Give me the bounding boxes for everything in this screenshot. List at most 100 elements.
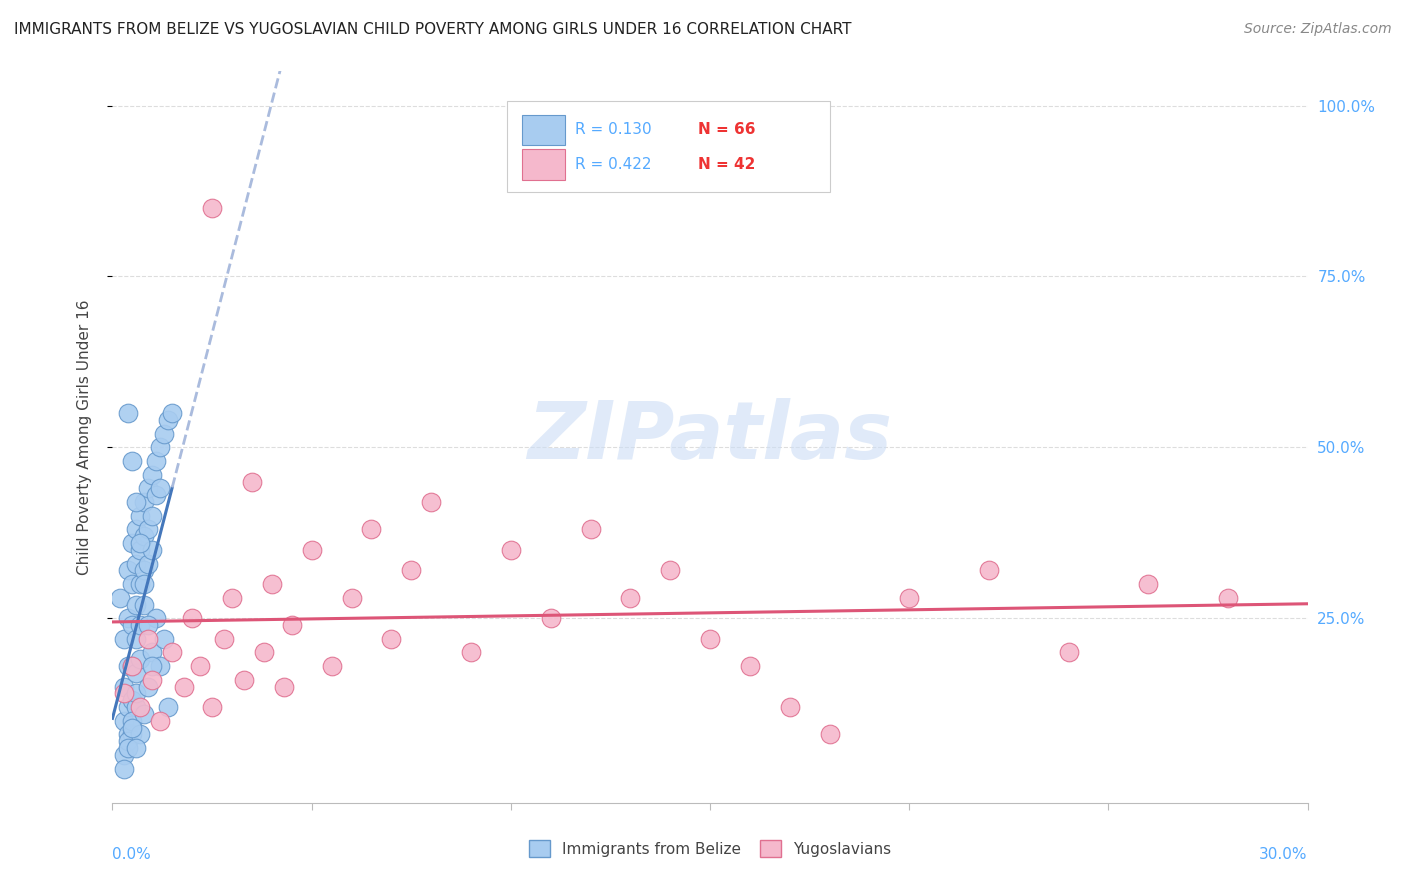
Point [114,686,135,700]
Point [619,591,641,605]
Text: N = 66: N = 66 [699,122,755,137]
Point [129,652,152,666]
Point [201,201,224,215]
Point [125,741,148,756]
Point [360,522,382,536]
Point [499,542,522,557]
Point [273,680,295,694]
Point [114,632,135,646]
Point [212,632,235,646]
Point [420,495,443,509]
Point [738,659,761,673]
Point [401,563,423,577]
Point [240,475,263,489]
Point [121,536,143,550]
Point [149,714,172,728]
Point [121,721,143,735]
Point [121,714,143,728]
FancyBboxPatch shape [523,114,565,145]
Point [138,680,160,694]
Point [1216,591,1239,605]
Point [125,522,148,536]
Point [1137,577,1160,591]
Point [659,563,682,577]
Point [121,577,143,591]
Text: R = 0.130: R = 0.130 [575,122,651,137]
Point [898,591,921,605]
Point [233,673,256,687]
Point [460,645,482,659]
Point [125,665,148,680]
Point [114,680,135,694]
Point [141,508,163,523]
Text: 0.0%: 0.0% [112,847,152,862]
Point [162,645,183,659]
Legend: Immigrants from Belize, Yugoslavians: Immigrants from Belize, Yugoslavians [529,839,891,857]
Point [134,495,156,509]
Point [260,577,283,591]
Point [129,542,152,557]
Point [340,591,363,605]
Point [117,406,139,420]
Point [149,440,172,454]
Point [221,591,243,605]
Text: IMMIGRANTS FROM BELIZE VS YUGOSLAVIAN CHILD POVERTY AMONG GIRLS UNDER 16 CORRELA: IMMIGRANTS FROM BELIZE VS YUGOSLAVIAN CH… [14,22,852,37]
Point [145,611,167,625]
Point [125,700,148,714]
Point [253,645,276,659]
Point [157,413,180,427]
Point [201,700,224,714]
Point [117,727,139,741]
FancyBboxPatch shape [523,149,565,179]
Point [141,659,163,673]
Point [117,659,139,673]
Point [121,727,143,741]
Point [121,659,143,673]
Point [134,598,156,612]
Point [141,542,163,557]
Point [157,700,180,714]
Point [188,659,211,673]
Text: 30.0%: 30.0% [1260,847,1308,862]
Point [301,542,323,557]
Point [121,618,143,632]
Point [110,591,132,605]
Point [125,557,148,571]
Point [129,577,152,591]
Point [281,618,304,632]
Point [121,693,143,707]
Point [138,481,160,495]
Point [141,467,163,482]
Point [141,673,163,687]
Point [162,406,183,420]
Point [540,611,562,625]
Point [138,522,160,536]
Point [129,536,152,550]
Point [129,727,152,741]
Point [138,632,160,646]
Point [818,727,841,741]
Point [117,700,139,714]
FancyBboxPatch shape [508,101,830,192]
Point [153,426,176,441]
Point [149,659,172,673]
Point [699,632,721,646]
Point [134,577,156,591]
Point [121,454,143,468]
Point [579,522,602,536]
Point [134,529,156,543]
Point [145,488,167,502]
Point [138,618,160,632]
Point [779,700,801,714]
Point [138,557,160,571]
Text: R = 0.422: R = 0.422 [575,157,651,172]
Point [134,563,156,577]
Point [145,454,167,468]
Point [141,645,163,659]
Point [153,632,176,646]
Point [977,563,1000,577]
Point [114,714,135,728]
Point [114,747,135,762]
Point [181,611,204,625]
Point [117,741,139,756]
